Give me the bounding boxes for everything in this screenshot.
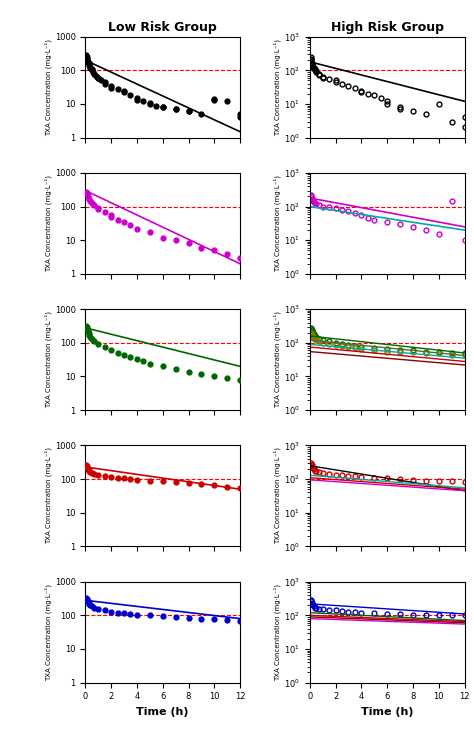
Title: Low Risk Group: Low Risk Group (109, 21, 217, 34)
Y-axis label: TXA Concentration (mg·L⁻¹): TXA Concentration (mg·L⁻¹) (273, 175, 281, 272)
Title: High Risk Group: High Risk Group (331, 21, 444, 34)
X-axis label: Time (h): Time (h) (137, 707, 189, 717)
Y-axis label: TXA Concentration (mg·L⁻¹): TXA Concentration (mg·L⁻¹) (45, 175, 52, 272)
Y-axis label: TXA Concentration (mg·L⁻¹): TXA Concentration (mg·L⁻¹) (45, 448, 52, 545)
Y-axis label: TXA Concentration (mg·L⁻¹): TXA Concentration (mg·L⁻¹) (273, 448, 281, 545)
Y-axis label: TXA Concentration (mg·L⁻¹): TXA Concentration (mg·L⁻¹) (273, 584, 281, 680)
Y-axis label: TXA Concentration (mg·L⁻¹): TXA Concentration (mg·L⁻¹) (273, 39, 281, 136)
Y-axis label: TXA Concentration (mg·L⁻¹): TXA Concentration (mg·L⁻¹) (45, 39, 52, 136)
Y-axis label: TXA Concentration (mg·L⁻¹): TXA Concentration (mg·L⁻¹) (273, 311, 281, 408)
Y-axis label: TXA Concentration (mg·L⁻¹): TXA Concentration (mg·L⁻¹) (45, 584, 52, 680)
X-axis label: Time (h): Time (h) (361, 707, 413, 717)
Y-axis label: TXA Concentration (mg·L⁻¹): TXA Concentration (mg·L⁻¹) (45, 311, 52, 408)
